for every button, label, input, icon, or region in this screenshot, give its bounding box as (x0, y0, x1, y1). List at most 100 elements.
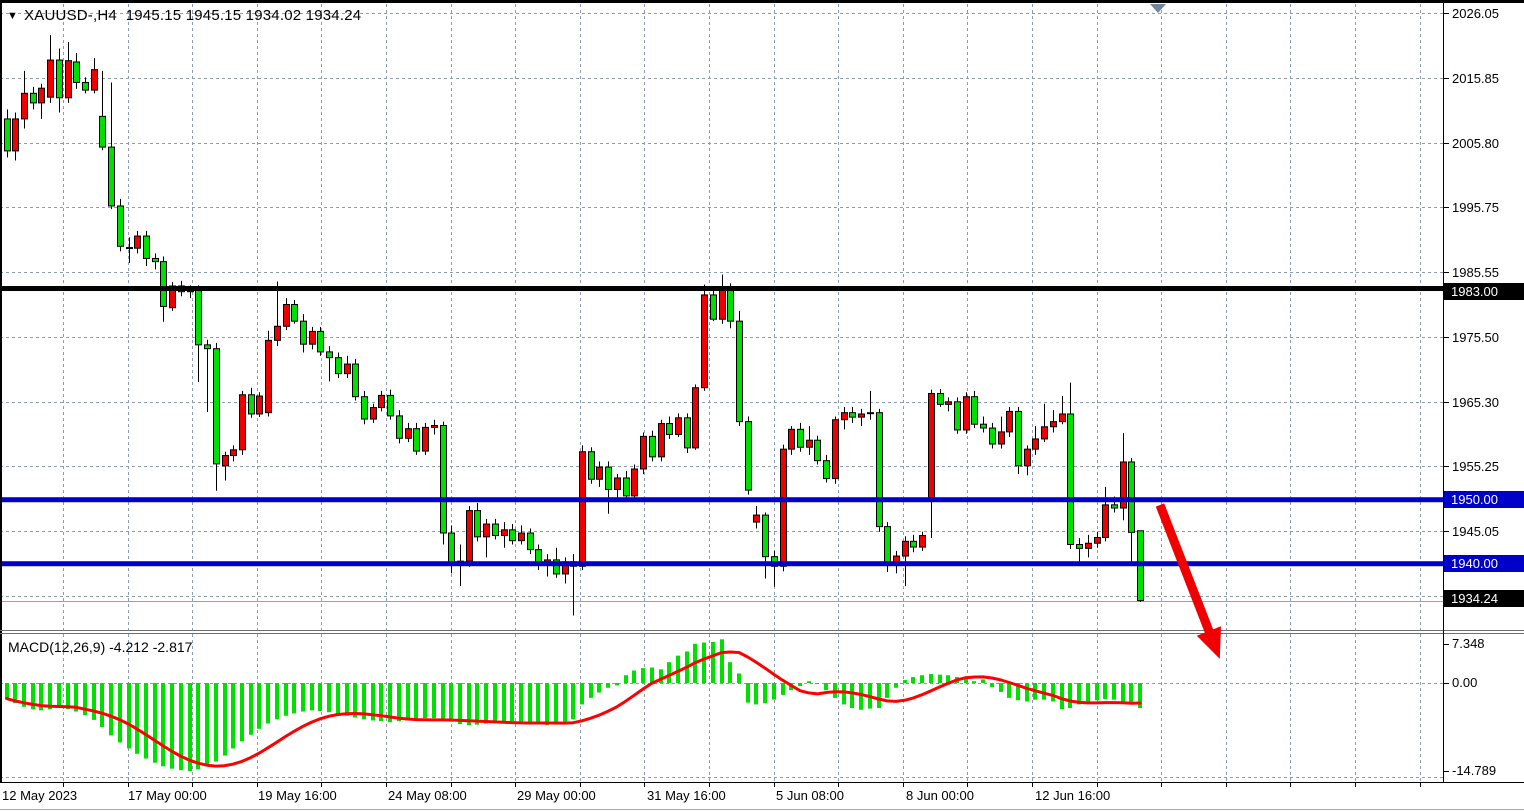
candle-bull (256, 395, 263, 415)
candle-bear (492, 523, 499, 537)
candle-bull (169, 285, 176, 309)
macd-histogram-bar (109, 683, 113, 736)
macd-histogram-bar (798, 683, 802, 686)
macd-histogram-bar (754, 683, 758, 705)
macd-histogram-bar (135, 683, 139, 754)
macd-histogram-bar (336, 683, 340, 714)
macd-histogram-bar (301, 683, 305, 712)
macd-histogram-bar (563, 683, 567, 725)
candle-bull (945, 401, 952, 405)
macd-histogram-bar (859, 683, 863, 710)
candle-bear (989, 427, 996, 445)
candle-bull (1120, 461, 1127, 509)
macd-histogram-bar (13, 683, 17, 704)
candle-bear (56, 59, 63, 99)
candle-bull (65, 60, 72, 99)
macd-histogram-bar (720, 639, 724, 683)
macd-histogram-bar (188, 683, 192, 771)
macd-histogram-bar (31, 683, 35, 710)
macd-histogram-bar (702, 642, 706, 683)
candle-bull (1094, 536, 1101, 544)
candle-bull (780, 448, 787, 567)
macd-histogram-bar (1051, 683, 1055, 702)
candle-bear (736, 320, 743, 423)
macd-histogram-bar (266, 683, 270, 724)
macd-histogram-bar (763, 683, 767, 704)
macd-histogram-bar (624, 675, 628, 683)
candle-bear (152, 257, 159, 263)
candle-bull (867, 412, 874, 415)
candle-bull (1024, 448, 1031, 467)
macd-histogram-bar (170, 683, 174, 769)
macd-histogram-bar (1077, 683, 1081, 705)
macd-histogram-bar (214, 683, 218, 762)
candle-bear (823, 460, 830, 480)
candle-bear (727, 289, 734, 322)
window-top-border (0, 0, 1524, 3)
trend-arrow-head[interactable] (1196, 626, 1221, 659)
shift-end-marker-icon[interactable] (1150, 4, 1166, 13)
macd-histogram-bar (528, 683, 532, 723)
candle-bear (910, 540, 917, 548)
macd-histogram-bar (153, 683, 157, 763)
macd-histogram-bar (257, 683, 261, 729)
macd-histogram-bar (877, 683, 881, 708)
candle-bull (640, 435, 647, 470)
macd-histogram-bar (1016, 683, 1020, 701)
candle-bull (21, 92, 28, 120)
candle-bull (1085, 542, 1092, 549)
macd-histogram-bar (746, 683, 750, 703)
candle-bear (326, 351, 333, 359)
candle-bull (1102, 504, 1109, 538)
candle-bear (1128, 461, 1135, 533)
macd-histogram-bar (1103, 683, 1107, 700)
macd-histogram-bar (353, 683, 357, 718)
macd-histogram-bar (1042, 683, 1046, 700)
macd-histogram-bar (1129, 683, 1133, 705)
macd-histogram-bar (292, 683, 296, 714)
candle-bear (335, 357, 342, 375)
macd-histogram-bar (475, 683, 479, 725)
macd-histogram-bar (388, 683, 392, 723)
candle-bull (1059, 413, 1066, 423)
macd-histogram-bar (606, 683, 610, 688)
macd-histogram-bar (597, 683, 601, 693)
macd-histogram-bar (938, 674, 942, 683)
candle-bear (117, 205, 124, 247)
candle-bull (378, 394, 385, 409)
candle-bull (344, 363, 351, 375)
macd-histogram-bar (990, 683, 994, 688)
support-line-1950[interactable] (0, 497, 1443, 503)
macd-histogram-bar (406, 683, 410, 720)
trend-arrow-shaft[interactable] (1155, 503, 1216, 639)
candle-bull (230, 449, 237, 457)
candle-bull (134, 235, 141, 249)
macd-histogram-bar (571, 683, 575, 720)
candle-bull (719, 289, 726, 320)
resistance-line-1983[interactable] (0, 286, 1443, 292)
candle-bull (501, 529, 508, 537)
macd-histogram-bar (615, 683, 619, 686)
candle-bear (884, 526, 891, 565)
candle-bear (248, 394, 255, 415)
candle-bear (352, 363, 359, 398)
macd-histogram-bar (728, 662, 732, 683)
macd-histogram-bar (894, 683, 898, 688)
candle-bull (841, 412, 848, 421)
candle-bear (108, 146, 115, 207)
macd-histogram-bar (48, 683, 52, 710)
candle-bear (954, 401, 961, 431)
macd-histogram-bar (493, 683, 497, 723)
candle-bear (160, 261, 167, 307)
window-left-border (0, 0, 2, 782)
candle-bull (483, 523, 490, 538)
candle-bull (405, 428, 412, 439)
macd-histogram-bar (972, 681, 976, 683)
macd-histogram-bar (397, 683, 401, 722)
candle-bull (283, 304, 290, 327)
candle-bull (692, 387, 699, 449)
macd-histogram-bar (484, 683, 488, 724)
support-line-1940[interactable] (0, 561, 1443, 567)
candle-bull (370, 407, 377, 420)
macd-histogram-bar (807, 681, 811, 683)
